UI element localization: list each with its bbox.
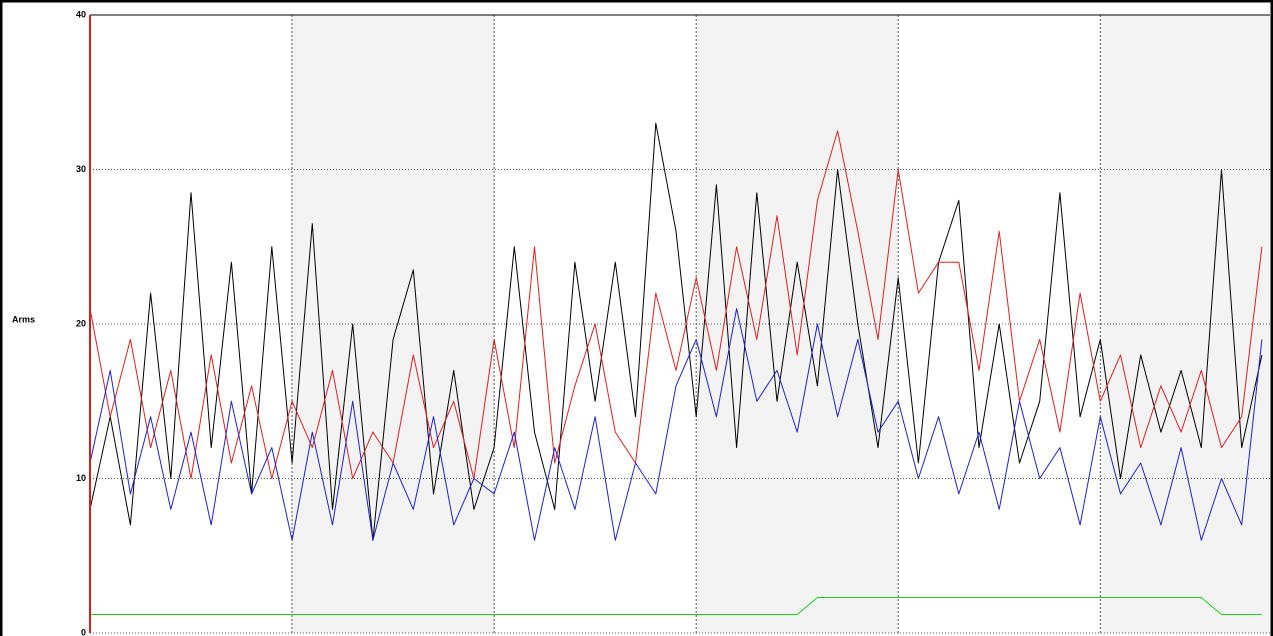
series-line (90, 597, 1262, 615)
series-line (89, 122, 1263, 541)
y-tick-label: 20 (76, 318, 86, 328)
series-line (89, 130, 1263, 479)
y-tick-label: 30 (76, 164, 86, 174)
y-tick-label: 40 (76, 9, 86, 19)
series-line (89, 308, 1263, 541)
y-axis-label: Arms (12, 314, 35, 324)
y-tick-label: 10 (76, 473, 86, 483)
y-tick-label: 0 (81, 627, 86, 636)
